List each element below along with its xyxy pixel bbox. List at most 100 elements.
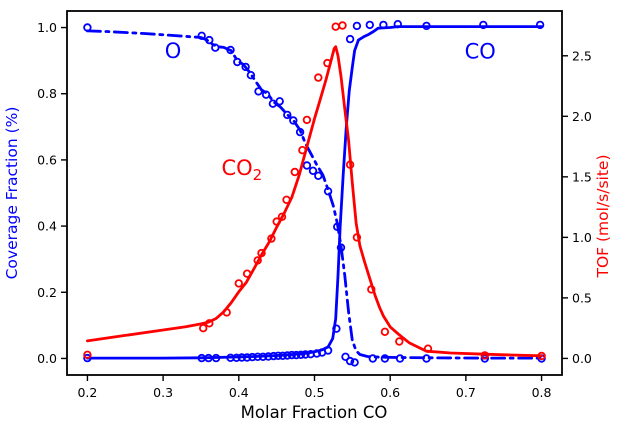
- x-tick-label: 0.8: [532, 385, 552, 400]
- series-marker-co-coverage: [211, 353, 221, 363]
- x-axis-label: Molar Fraction CO: [241, 403, 388, 422]
- series-marker-co-coverage: [237, 353, 246, 362]
- plot-border: [66, 10, 563, 376]
- series-marker-o-coverage: [261, 90, 271, 99]
- series-marker-o-coverage: [289, 116, 298, 125]
- series-marker-co-coverage: [83, 353, 92, 363]
- series-marker-co2-tof: [423, 344, 433, 353]
- left-y-axis-label: Coverage Fraction (%): [3, 107, 21, 280]
- right-y-axis-label: TOF (mol/s/site): [594, 154, 612, 278]
- series-marker-co-coverage: [296, 350, 306, 359]
- right-y-tick-label: 0.0: [572, 351, 592, 366]
- series-marker-co2-tof: [198, 324, 208, 333]
- series-marker-o-coverage: [241, 62, 250, 72]
- series-marker-o-coverage: [205, 35, 214, 45]
- series-marker-co2-tof: [253, 256, 262, 265]
- series-line-co-coverage: [86, 25, 543, 360]
- series-marker-co2-tof: [338, 21, 347, 30]
- series-marker-o-coverage: [341, 352, 350, 361]
- series-marker-co-coverage: [352, 21, 362, 31]
- x-tick-label: 0.5: [305, 385, 325, 400]
- series-marker-co-coverage: [292, 350, 301, 360]
- x-tick-label: 0.7: [456, 385, 476, 400]
- x-tick-label: 0.4: [229, 385, 249, 400]
- series-marker-co-coverage: [479, 20, 488, 30]
- series-marker-co-coverage: [283, 351, 292, 360]
- series-marker-co-coverage: [258, 352, 268, 361]
- left-y-tick-label: 0.8: [37, 86, 57, 101]
- series-marker-co2-tof: [205, 319, 214, 328]
- x-tick-label: 0.2: [77, 385, 97, 400]
- series-marker-o-coverage: [197, 31, 206, 40]
- right-y-tick-label: 0.5: [572, 290, 592, 305]
- series-marker-co2-tof: [277, 212, 287, 221]
- series-marker-o-coverage: [350, 358, 359, 367]
- left-y-tick-label: 0.2: [37, 285, 57, 300]
- series-marker-co-coverage: [232, 353, 241, 362]
- x-tick-label: 0.3: [153, 385, 173, 400]
- series-marker-co2-tof: [242, 269, 252, 278]
- series-marker-co-coverage: [345, 34, 355, 44]
- series-marker-o-coverage: [323, 187, 333, 196]
- series-marker-o-coverage: [268, 99, 278, 108]
- series-marker-co-coverage: [253, 352, 262, 361]
- series-marker-co2-tof: [302, 115, 312, 125]
- series-marker-co2-tof: [480, 351, 489, 360]
- series-marker-co-coverage: [242, 353, 252, 362]
- series-marker-o-coverage: [283, 110, 292, 120]
- series-marker-o-coverage: [233, 57, 242, 67]
- right-y-tick-label: 1.5: [572, 169, 592, 184]
- series-marker-co2-tof: [323, 58, 332, 68]
- plot-area: 0.2 0.3 0.4 0.5 0.6 0.7 0.8 0.0 0.2 0.4 0.6 0.8 1.0 0…: [37, 10, 592, 400]
- series-marker-o-coverage: [314, 171, 323, 180]
- series-marker-o-coverage: [368, 354, 377, 363]
- series-marker-co2-tof: [290, 167, 299, 177]
- series-marker-o-coverage: [246, 70, 256, 80]
- right-y-tick-label: 1.0: [572, 230, 592, 245]
- annotation-co-label: CO: [465, 40, 496, 64]
- series-marker-co-coverage: [248, 352, 257, 362]
- series-marker-o-coverage: [395, 354, 405, 363]
- series-marker-o-coverage: [83, 23, 92, 32]
- series-line-o-coverage: [86, 29, 543, 360]
- series-marker-co-coverage: [264, 352, 273, 361]
- series-marker-co-coverage: [379, 20, 388, 30]
- series-marker-co-coverage: [278, 351, 287, 360]
- series-marker-co-coverage: [269, 351, 278, 361]
- series-marker-o-coverage: [254, 87, 263, 96]
- x-tick-label: 0.6: [380, 385, 400, 400]
- series-marker-co-coverage: [365, 20, 374, 30]
- series-marker-o-coverage: [295, 127, 305, 137]
- series-marker-o-coverage: [211, 43, 220, 52]
- series-marker-co2-tof: [282, 195, 291, 204]
- right-y-tick-label: 2.5: [572, 48, 592, 63]
- series-marker-o-coverage: [380, 354, 390, 363]
- series-marker-co2-tof: [298, 145, 307, 155]
- series-line-co2-tof: [86, 45, 543, 358]
- series-marker-co-coverage: [422, 21, 431, 31]
- series-marker-co2-tof: [537, 351, 546, 361]
- series-marker-co-coverage: [323, 346, 333, 355]
- series-marker-co2-tof: [272, 217, 281, 226]
- series-marker-co-coverage: [535, 20, 545, 30]
- series-marker-co-coverage: [312, 349, 321, 358]
- series-marker-co-coverage: [287, 350, 296, 360]
- series-marker-o-coverage: [336, 243, 346, 252]
- series-marker-o-coverage: [226, 45, 235, 55]
- series-marker-co-coverage: [301, 350, 310, 359]
- series-marker-co2-tof: [222, 308, 231, 317]
- series-marker-co2-tof: [380, 327, 390, 336]
- series-marker-co2-tof: [267, 234, 276, 243]
- series-marker-co2-tof: [331, 22, 340, 31]
- right-y-tick-label: 2.0: [572, 109, 592, 124]
- series-marker-co2-tof: [83, 350, 92, 359]
- series-marker-co2-tof: [314, 73, 323, 82]
- series-marker-co2-tof: [234, 279, 243, 288]
- series-marker-o-coverage: [275, 97, 284, 106]
- series-marker-co2-tof: [395, 337, 404, 346]
- series-marker-co2-tof: [345, 160, 355, 169]
- series-marker-o-coverage: [422, 354, 431, 363]
- left-y-tick-label: 0.0: [37, 351, 57, 366]
- series-marker-o-coverage: [302, 161, 312, 170]
